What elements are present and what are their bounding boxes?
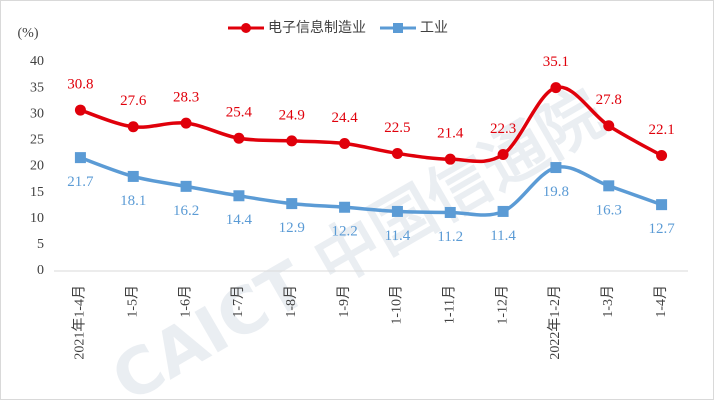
data-label: 30.8 (67, 77, 93, 93)
point (339, 138, 351, 150)
point (233, 132, 245, 144)
data-label: 18.1 (120, 193, 146, 209)
point (497, 148, 509, 160)
y-tick-label: 20 (30, 159, 44, 174)
x-tick-label: 1-11月 (441, 285, 457, 324)
x-tick-label: 1-12月 (494, 285, 510, 325)
point (550, 82, 562, 94)
data-label: 14.4 (226, 212, 253, 228)
y-tick-label: 25 (30, 133, 44, 148)
point (603, 180, 615, 192)
data-label: 24.9 (279, 107, 305, 123)
legend-marker (241, 23, 251, 33)
data-label: 35.1 (543, 54, 569, 70)
data-label: 21.4 (437, 126, 464, 142)
data-label: 11.4 (385, 228, 411, 244)
data-label: 16.3 (596, 202, 622, 218)
data-label: 22.1 (648, 122, 674, 138)
data-label: 28.3 (173, 90, 199, 106)
y-tick-label: 0 (37, 263, 44, 278)
x-tick-label: 1-7月 (230, 285, 246, 318)
y-tick-label: 30 (30, 106, 44, 121)
point (180, 180, 192, 192)
point (74, 104, 86, 116)
point (391, 205, 403, 217)
data-label: 19.8 (543, 184, 569, 200)
x-tick-label: 1-8月 (283, 285, 299, 318)
x-tick-label: 1-4月 (653, 285, 669, 318)
y-tick-label: 15 (30, 185, 44, 200)
point (127, 121, 139, 133)
x-tick-label: 1-5月 (124, 285, 140, 318)
point (286, 135, 298, 147)
x-tick-label: 1-6月 (177, 285, 193, 318)
point (656, 199, 668, 211)
point (550, 162, 562, 174)
legend-label: 工业 (420, 20, 448, 36)
data-label: 27.6 (120, 93, 147, 109)
x-tick-label: 2022年1-2月 (547, 285, 563, 360)
point (74, 152, 86, 164)
x-tick-label: 1-9月 (336, 285, 352, 318)
data-label: 22.3 (490, 121, 516, 137)
legend-marker (393, 23, 403, 33)
y-tick-label: 5 (37, 237, 44, 252)
data-label: 12.9 (279, 220, 305, 236)
y-tick-label: 40 (30, 54, 44, 69)
data-label: 16.2 (173, 203, 199, 219)
x-tick-label: 1-10月 (389, 285, 405, 325)
data-label: 27.8 (596, 92, 622, 108)
point (656, 150, 668, 162)
point (603, 120, 615, 132)
data-label: 11.4 (490, 228, 516, 244)
point (497, 205, 509, 217)
data-label: 21.7 (67, 174, 94, 190)
data-label: 25.4 (226, 105, 253, 121)
y-tick-label: 10 (30, 211, 44, 226)
x-tick-label: 1-3月 (600, 285, 616, 318)
data-label: 12.7 (648, 221, 675, 237)
data-label: 12.2 (331, 224, 357, 240)
point (444, 153, 456, 165)
data-label: 24.4 (331, 110, 358, 126)
point (180, 117, 192, 129)
y-tick-label: 35 (30, 80, 44, 95)
point (286, 198, 298, 210)
data-label: 11.2 (437, 229, 463, 245)
data-label: 22.5 (384, 120, 410, 136)
x-tick-label: 2021年1-4月 (72, 285, 88, 360)
point (127, 170, 139, 182)
point (444, 206, 456, 218)
point (339, 201, 351, 213)
point (233, 190, 245, 202)
point (391, 147, 403, 159)
legend-label: 电子信息制造业 (268, 19, 366, 36)
y-unit: (%) (18, 26, 39, 41)
